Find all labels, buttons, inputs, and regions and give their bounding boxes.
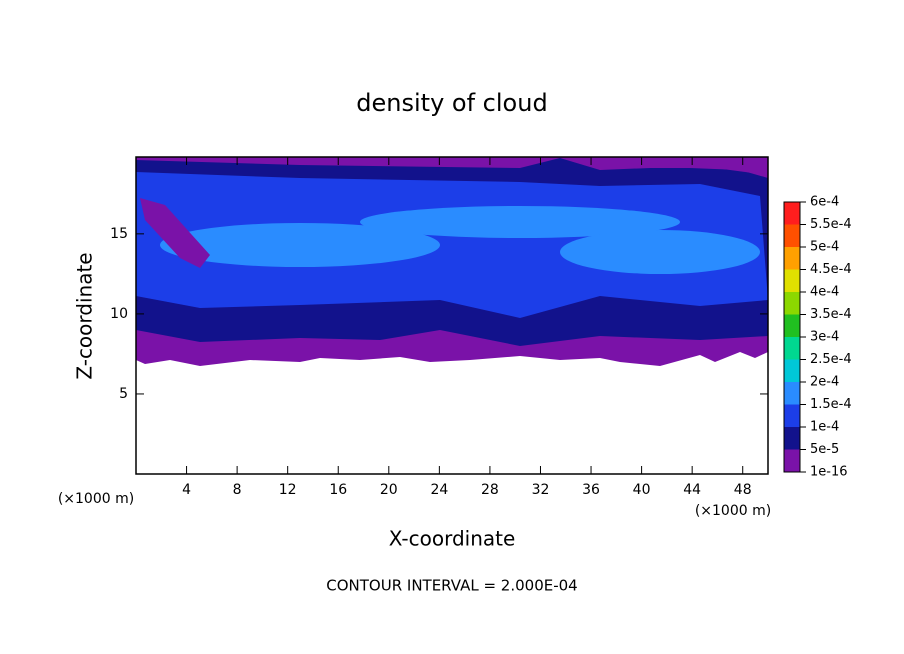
- colorbar-label: 5.5e-4: [810, 217, 852, 232]
- colorbar-band: [784, 202, 800, 225]
- x-tick-label: 32: [532, 482, 550, 498]
- y-unit: (×1000 m): [58, 491, 134, 507]
- x-unit: (×1000 m): [695, 503, 771, 519]
- colorbar-band: [784, 427, 800, 450]
- colorbar-band: [784, 224, 800, 247]
- colorbar-label: 3e-4: [810, 330, 839, 345]
- colorbar-label: 2.5e-4: [810, 352, 852, 367]
- colorbar-band: [784, 247, 800, 270]
- plot-frame: [135, 156, 769, 475]
- colorbar-label: 3.5e-4: [810, 307, 852, 322]
- colorbar-label: 5e-4: [810, 240, 839, 255]
- colorbar-band: [784, 449, 800, 472]
- colorbar-label: 1e-16: [810, 465, 848, 480]
- x-axis-label: X-coordinate: [389, 527, 516, 551]
- colorbar-band: [784, 337, 800, 360]
- x-tick-label: 8: [233, 482, 242, 498]
- colorbar-label: 4e-4: [810, 285, 839, 300]
- colorbar-band: [784, 292, 800, 315]
- colorbar-label: 1.5e-4: [810, 397, 852, 412]
- colorbar-band: [784, 382, 800, 405]
- contour-field: [136, 157, 768, 366]
- colorbar-band: [784, 359, 800, 382]
- y-tick-label: 5: [119, 386, 128, 402]
- y-axis-label: Z-coordinate: [73, 252, 97, 379]
- colorbar-band: [784, 269, 800, 292]
- x-tick-label: 48: [734, 482, 752, 498]
- colorbar-label: 2e-4: [810, 375, 839, 390]
- x-tick-label: 16: [329, 482, 347, 498]
- annotation: CONTOUR INTERVAL = 2.000E-04: [326, 577, 577, 595]
- y-tick-label: 15: [110, 226, 128, 242]
- colorbar-label: 4.5e-4: [810, 262, 852, 277]
- x-tick-label: 28: [481, 482, 499, 498]
- colorbar-label: 6e-4: [810, 195, 839, 210]
- x-tick-label: 44: [683, 482, 701, 498]
- x-tick-label: 4: [182, 482, 191, 498]
- colorbar-label: 5e-5: [810, 442, 839, 457]
- chart-title: density of cloud: [356, 89, 547, 117]
- x-tick-label: 12: [279, 482, 297, 498]
- x-tick-label: 36: [582, 482, 600, 498]
- x-tick-label: 40: [633, 482, 651, 498]
- colorbar-label: 1e-4: [810, 420, 839, 435]
- colorbar-band: [784, 404, 800, 427]
- colorbar-band: [784, 314, 800, 337]
- x-tick-label: 24: [430, 482, 448, 498]
- x-tick-label: 20: [380, 482, 398, 498]
- y-tick-label: 10: [110, 306, 128, 322]
